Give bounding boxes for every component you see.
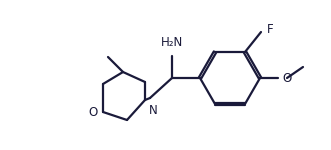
Text: H₂N: H₂N [161,36,183,49]
Text: O: O [282,72,292,84]
Text: O: O [89,105,98,118]
Text: F: F [267,22,274,36]
Text: N: N [149,104,158,117]
